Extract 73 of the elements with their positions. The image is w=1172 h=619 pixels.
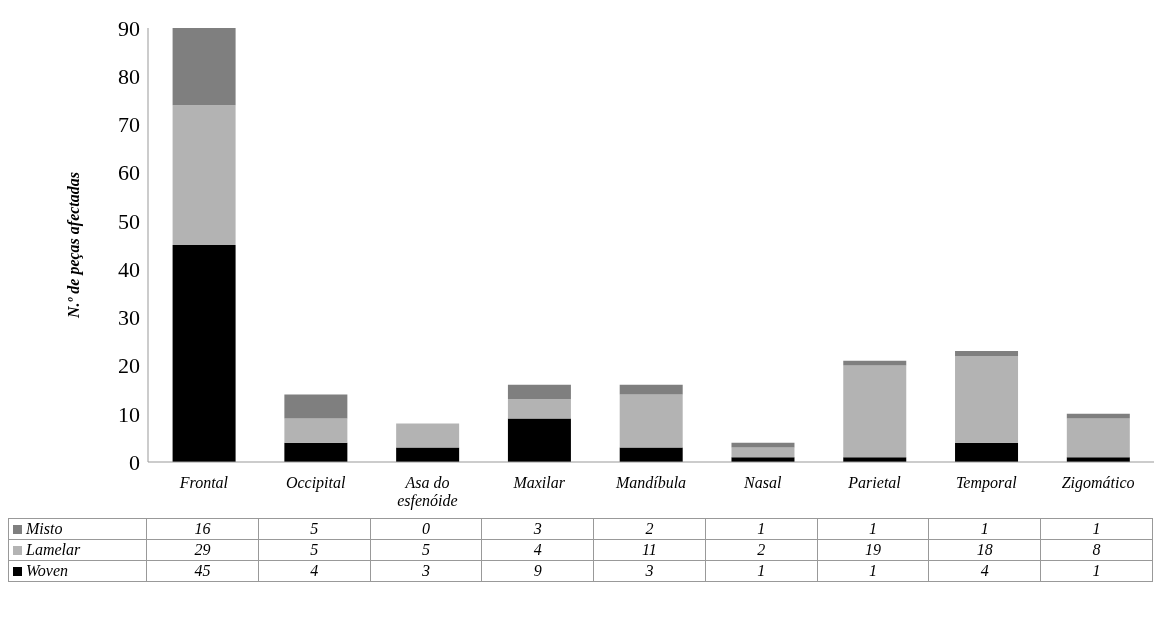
data-label: 19 — [817, 539, 929, 561]
x-tick-label: Temporal — [955, 474, 1018, 492]
bar — [955, 442, 1019, 462]
data-label: 8 — [1040, 539, 1153, 561]
data-label: 5 — [258, 539, 371, 561]
bar — [396, 423, 460, 448]
legend-label: Misto — [8, 518, 147, 540]
data-label: 1 — [705, 560, 818, 582]
bar — [172, 105, 236, 245]
x-tick-label: Mandíbula — [614, 474, 687, 491]
bar — [284, 394, 348, 419]
data-label: 1 — [1040, 518, 1153, 540]
y-tick-label: 30 — [118, 305, 140, 331]
data-label: 1 — [928, 518, 1041, 540]
data-label: 9 — [481, 560, 594, 582]
data-label: 2 — [705, 539, 818, 561]
y-tick-label: 70 — [118, 112, 140, 138]
data-label: 29 — [146, 539, 259, 561]
bar — [843, 360, 907, 366]
legend-label: Lamelar — [8, 539, 147, 561]
data-label: 18 — [928, 539, 1041, 561]
x-tick-label: Zigomático — [1061, 474, 1135, 492]
data-label: 1 — [705, 518, 818, 540]
bar — [619, 447, 683, 462]
x-tick-label: Maxilar — [512, 474, 566, 491]
y-tick-label: 40 — [118, 256, 140, 282]
legend-label: Woven — [8, 560, 147, 582]
data-label: 2 — [593, 518, 706, 540]
x-tick-label: Asa do esfenóide — [397, 474, 458, 510]
data-label: 1 — [817, 560, 929, 582]
bar — [731, 442, 795, 448]
x-tick-label: Parietal — [847, 474, 902, 491]
bar — [955, 355, 1019, 443]
data-label: 3 — [593, 560, 706, 582]
y-tick-label: 10 — [118, 401, 140, 427]
bar — [172, 28, 236, 106]
bar — [284, 442, 348, 462]
bar — [619, 394, 683, 448]
x-tick-label: Occipital — [285, 474, 346, 492]
data-label: 4 — [258, 560, 371, 582]
y-tick-label: 0 — [129, 449, 140, 475]
data-label: 1 — [817, 518, 929, 540]
y-tick-label: 80 — [118, 64, 140, 90]
bar — [1066, 418, 1130, 458]
bar — [843, 365, 907, 458]
data-label: 3 — [481, 518, 594, 540]
y-tick-label: 90 — [118, 15, 140, 41]
bar — [619, 384, 683, 395]
data-label: 5 — [370, 539, 482, 561]
bar — [955, 351, 1019, 356]
bar — [731, 447, 795, 458]
y-tick-label: 60 — [118, 160, 140, 186]
y-tick-label: 20 — [118, 353, 140, 379]
data-label: 45 — [146, 560, 259, 582]
bar — [284, 418, 348, 443]
bar — [507, 399, 571, 419]
bar — [172, 245, 236, 462]
bar — [507, 384, 571, 400]
bar — [396, 447, 460, 462]
data-label: 4 — [928, 560, 1041, 582]
y-axis-title: N.º de peças afectadas — [64, 171, 83, 320]
bar — [507, 418, 571, 462]
data-label: 16 — [146, 518, 259, 540]
x-tick-label: Nasal — [743, 474, 782, 491]
bar — [1066, 413, 1130, 419]
data-label: 5 — [258, 518, 371, 540]
y-tick-label: 50 — [118, 208, 140, 234]
data-label: 4 — [481, 539, 594, 561]
data-label: 1 — [1040, 560, 1153, 582]
data-label: 0 — [370, 518, 482, 540]
data-label: 11 — [593, 539, 706, 561]
x-tick-label: Frontal — [178, 474, 229, 491]
data-label: 3 — [370, 560, 482, 582]
